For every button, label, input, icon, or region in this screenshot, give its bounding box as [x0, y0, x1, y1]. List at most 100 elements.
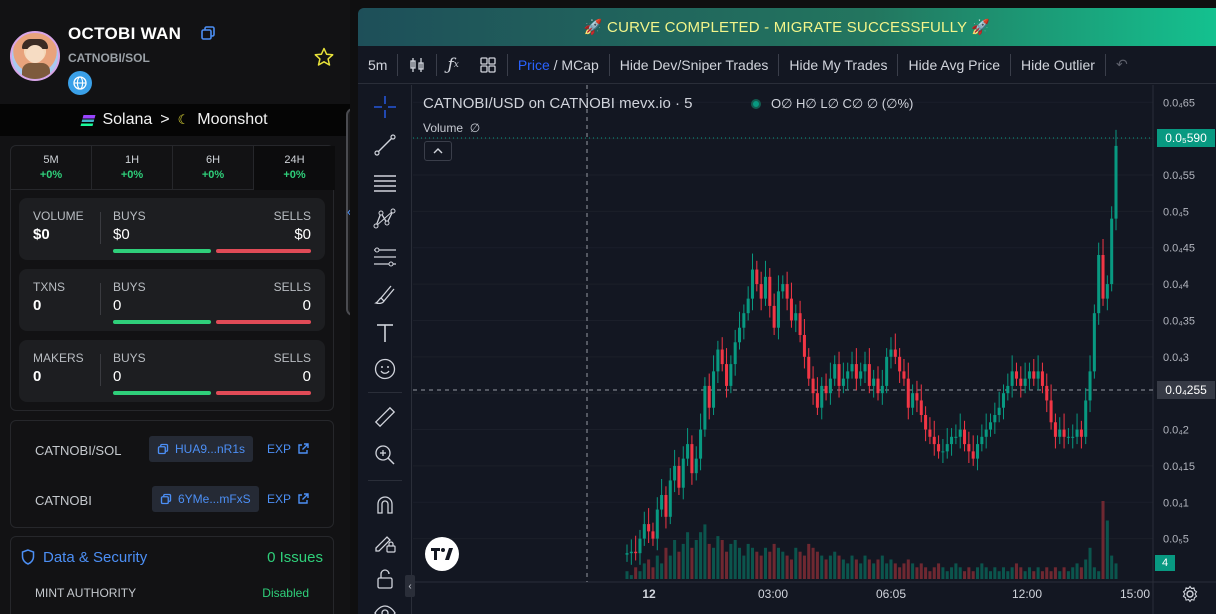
chain-platform[interactable]: Moonshot	[197, 111, 268, 128]
volume-bar	[707, 543, 711, 579]
tab-24h[interactable]: 24H +0%	[254, 146, 335, 190]
unlock-icon[interactable]	[371, 565, 399, 593]
volume-bar	[1040, 571, 1044, 579]
hide-my-trades-toggle[interactable]: Hide My Trades	[789, 56, 888, 73]
volume-bar	[1097, 571, 1101, 579]
crosshair-icon[interactable]	[371, 93, 399, 121]
hide-outlier-toggle[interactable]: Hide Outlier	[1021, 56, 1095, 73]
trend-line-icon[interactable]	[371, 131, 399, 159]
candle	[655, 509, 659, 539]
volume-bar	[889, 559, 893, 579]
lock-pencil-icon[interactable]	[371, 529, 399, 557]
mcap-option[interactable]: MCap	[561, 56, 599, 73]
candle	[1058, 429, 1062, 437]
magnet-icon[interactable]	[371, 491, 399, 519]
price-option[interactable]: Price	[517, 56, 550, 73]
tab-5m[interactable]: 5M +0%	[11, 146, 92, 190]
token-pair: CATNOBI/SOL	[68, 51, 150, 65]
text-tool-icon[interactable]	[371, 319, 399, 347]
candle	[932, 436, 936, 445]
candle	[1084, 400, 1088, 437]
volume-bar	[1036, 567, 1040, 579]
candle	[763, 276, 767, 299]
chart-title: CATNOBI/USD on CATNOBI mevx.io · 5	[423, 95, 693, 112]
chain-network[interactable]: Solana	[102, 111, 153, 128]
brush-icon[interactable]	[371, 281, 399, 309]
drawing-tools-sidebar	[358, 85, 412, 614]
volume-bar	[1045, 567, 1049, 579]
chart-settings-gear-icon[interactable]	[1181, 585, 1199, 603]
candle	[906, 378, 910, 408]
tab-6h[interactable]: 6H +0%	[173, 146, 254, 190]
y-tick-label: 0.0₄1	[1163, 497, 1189, 509]
expand-tools-chevron-icon[interactable]: ‹	[405, 575, 415, 597]
eye-icon[interactable]	[371, 599, 399, 614]
layout-grid-icon[interactable]	[469, 46, 507, 84]
candle	[854, 364, 858, 379]
volume-bar	[885, 563, 889, 579]
volume-bar	[759, 555, 763, 579]
volume-bar	[1001, 567, 1006, 579]
zoom-in-icon[interactable]	[371, 441, 399, 469]
collapse-legend-button[interactable]	[424, 141, 452, 161]
sells-value: 0	[302, 368, 311, 385]
buys-value: 0	[113, 297, 122, 314]
candle-type-icon[interactable]	[398, 46, 436, 84]
tab-label: 24H	[284, 154, 305, 166]
candle	[885, 356, 889, 386]
explorer-link[interactable]: EXP	[267, 492, 309, 506]
candle	[1027, 371, 1031, 379]
horizontal-lines-icon[interactable]	[371, 169, 399, 197]
volume-bar	[963, 571, 967, 579]
tab-1h[interactable]: 1H +0%	[92, 146, 173, 190]
pair-address-chip[interactable]: HUA9...nR1s	[149, 436, 254, 462]
candle	[785, 284, 789, 299]
volume-bar	[993, 567, 997, 579]
candle	[737, 327, 742, 343]
hide-avg-price-toggle[interactable]: Hide Avg Price	[908, 56, 1001, 73]
buys-value: 0	[113, 368, 122, 385]
copy-icon[interactable]	[200, 25, 216, 41]
emoji-icon[interactable]	[371, 355, 399, 383]
volume-bar	[651, 567, 655, 579]
price-mcap-toggle[interactable]: Price / MCap	[508, 46, 609, 84]
website-globe-icon[interactable]	[68, 71, 92, 95]
security-title[interactable]: Data & Security	[43, 549, 148, 566]
candle	[859, 371, 863, 379]
candle	[686, 444, 690, 459]
candle	[625, 553, 629, 555]
candle	[642, 524, 646, 539]
price-chart[interactable]: 0.0₄650.0₄60.0₄550.0₄50.0₄450.0₄40.0₄350…	[405, 85, 1216, 614]
volume-stat: VOLUME $0 BUYS $0 SELLS $0	[19, 198, 325, 260]
address-value: 6YMe...mFxS	[178, 492, 251, 506]
candlestick-chart[interactable]: 0.0₄650.0₄60.0₄550.0₄50.0₄450.0₄40.0₄350…	[413, 85, 1216, 614]
pattern-icon[interactable]	[371, 205, 399, 233]
explorer-link[interactable]: EXP	[267, 442, 309, 456]
candle	[1079, 429, 1083, 437]
ruler-icon[interactable]	[371, 403, 399, 431]
volume-bar	[755, 551, 759, 579]
undo-icon[interactable]: ↶	[1115, 56, 1128, 72]
address-label: CATNOBI/SOL	[35, 443, 122, 458]
volume-bar	[1027, 567, 1031, 579]
collapse-panel-chevron-icon[interactable]: ‹	[347, 204, 350, 219]
candle	[976, 444, 980, 459]
candle	[1019, 378, 1023, 386]
sells-label: SELLS	[273, 280, 311, 294]
volume-bar	[1049, 571, 1053, 579]
tab-change: +0%	[283, 169, 306, 181]
favorite-star-icon[interactable]	[314, 47, 334, 67]
fib-retracement-icon[interactable]	[371, 243, 399, 271]
candle	[746, 298, 750, 314]
candle	[967, 444, 971, 452]
candle	[872, 378, 876, 386]
security-issues: 0 Issues	[267, 549, 323, 566]
token-address-chip[interactable]: 6YMe...mFxS	[152, 486, 259, 512]
hide-dev-sniper-toggle[interactable]: Hide Dev/Sniper Trades	[619, 56, 769, 73]
tradingview-logo-icon[interactable]	[425, 537, 459, 571]
y-tick-label: 0.0₄35	[1163, 315, 1195, 327]
candle	[1006, 385, 1010, 394]
candle	[1114, 145, 1118, 219]
interval-selector[interactable]: 5m	[368, 56, 388, 73]
